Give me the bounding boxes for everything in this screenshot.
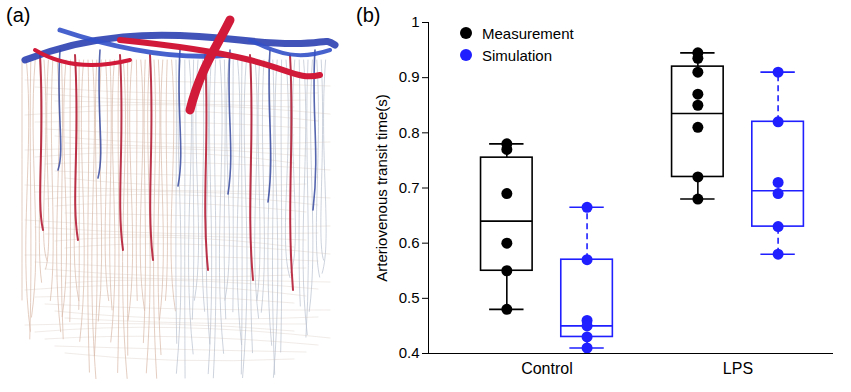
svg-text:Arteriovenous transit time(s): Arteriovenous transit time(s) (373, 94, 390, 282)
svg-text:1: 1 (411, 13, 419, 30)
html-text:Simulation: Simulation (482, 46, 552, 64)
html-text:(a): (a) (6, 4, 31, 26)
svg-text:0.7: 0.7 (399, 179, 420, 196)
svg-text:0.6: 0.6 (399, 234, 420, 251)
html-text:(b): (b) (356, 4, 381, 26)
svg-text:Control: Control (521, 360, 573, 377)
html-text:Measurement: Measurement (482, 24, 574, 42)
svg-text:0.5: 0.5 (399, 289, 420, 306)
svg-text:0.8: 0.8 (399, 124, 420, 141)
svg-text:0.9: 0.9 (399, 68, 420, 85)
svg-text:0.4: 0.4 (399, 344, 420, 361)
svg-text:LPS: LPS (723, 360, 753, 377)
